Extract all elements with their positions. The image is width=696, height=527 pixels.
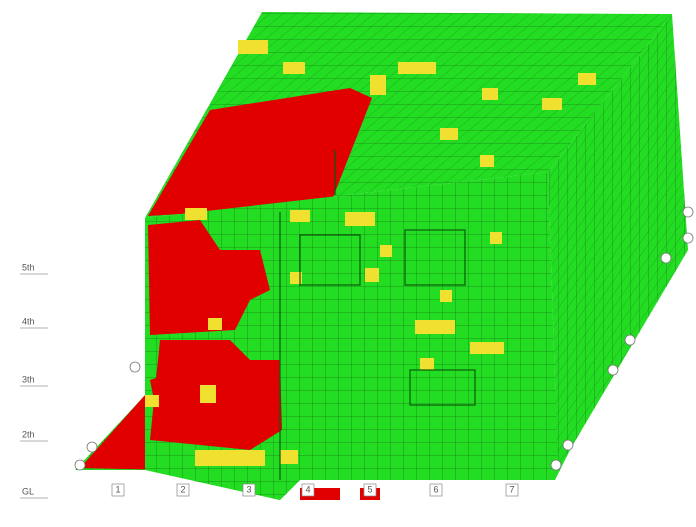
floor-labels: 5th 4th 3th 2th GL [20,262,48,498]
grid-label: 7 [509,484,514,494]
grid-label: 1 [115,484,120,494]
grid-label: 6 [433,484,438,494]
floor-label: GL [22,486,34,496]
grid-label: 2 [180,484,185,494]
floor-label: 4th [22,316,35,326]
floor-label: 2th [22,429,35,439]
grid-label: 3 [246,484,251,494]
floor-label: 3th [22,374,35,384]
grid-label: 4 [305,484,310,494]
grid-label: 5 [367,484,372,494]
floor-label: 5th [22,262,35,272]
mesh-view: 5th 4th 3th 2th GL 1 2 3 4 5 6 7 [0,0,696,527]
